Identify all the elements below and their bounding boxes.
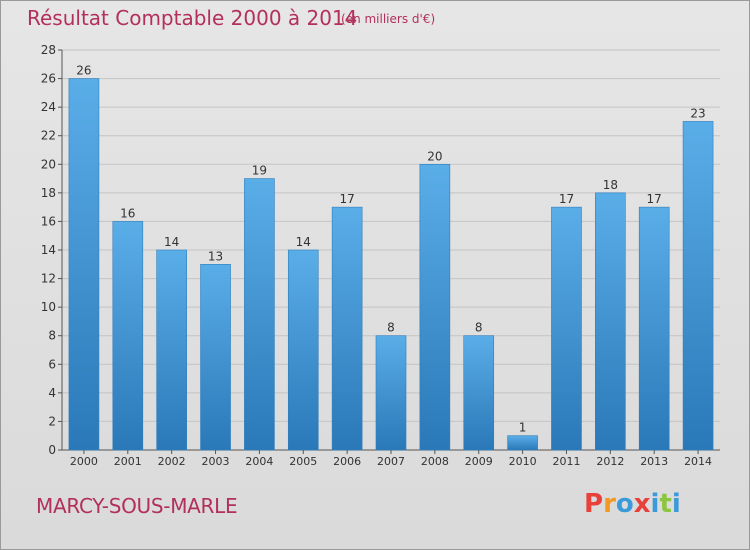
- bar: [200, 263, 231, 451]
- bar: [682, 121, 714, 451]
- bar: [244, 178, 275, 451]
- bar: [156, 249, 187, 451]
- bar: [287, 249, 319, 451]
- y-tick-label: 8: [48, 329, 56, 343]
- y-tick-label: 6: [48, 357, 56, 371]
- data-label: 20: [427, 149, 442, 163]
- proxiti-logo[interactable]: Proxiti: [584, 489, 681, 519]
- x-tick-label: 2000: [70, 455, 98, 468]
- x-tick-label: 2004: [245, 455, 273, 468]
- y-tick-label: 14: [41, 243, 56, 257]
- data-label: 16: [120, 206, 135, 220]
- x-tick-label: 2007: [377, 455, 405, 468]
- y-tick-label: 18: [41, 186, 56, 200]
- bar: [507, 435, 538, 451]
- data-label: 8: [387, 321, 395, 335]
- y-tick-label: 10: [41, 300, 56, 314]
- bar: [375, 335, 407, 451]
- x-tick-label: 2005: [289, 455, 317, 468]
- y-tick-label: 24: [41, 100, 56, 114]
- x-tick-label: 2012: [596, 455, 624, 468]
- y-tick-label: 16: [41, 214, 56, 228]
- x-tick-label: 2001: [114, 455, 142, 468]
- y-tick-label: 22: [41, 129, 56, 143]
- brand-letter: i: [650, 489, 660, 519]
- x-tick-label: 2011: [552, 455, 580, 468]
- data-label: 1: [519, 421, 527, 435]
- brand-letter: x: [633, 489, 651, 519]
- bar: [595, 192, 626, 451]
- data-label: 8: [475, 321, 483, 335]
- data-label: 26: [76, 64, 91, 78]
- x-tick-label: 2002: [158, 455, 186, 468]
- data-label: 14: [296, 235, 311, 249]
- chart-subtitle: (en milliers d'€): [341, 12, 436, 26]
- x-tick-label: 2006: [333, 455, 361, 468]
- commune-name: MARCY-SOUS-MARLE: [36, 494, 238, 518]
- bar: [331, 206, 363, 451]
- x-tick-label: 2008: [421, 455, 449, 468]
- chart-title: Résultat Comptable 2000 à 2014: [27, 6, 358, 30]
- y-tick-label: 20: [41, 157, 56, 171]
- data-label: 23: [690, 106, 705, 120]
- data-label: 17: [339, 192, 354, 206]
- x-tick-label: 2014: [684, 455, 712, 468]
- data-label: 18: [603, 178, 618, 192]
- brand-letter: i: [671, 489, 681, 519]
- bars: [68, 78, 714, 451]
- bar: [112, 221, 144, 451]
- data-labels: 26 16 14 13 19 14 17 8 20 8 1 17 18 17 23: [76, 64, 705, 435]
- x-tick-label: 2010: [509, 455, 537, 468]
- y-tick-label: 0: [48, 443, 56, 457]
- data-label: 17: [647, 192, 662, 206]
- x-tick-label: 2013: [640, 455, 668, 468]
- y-tick-label: 4: [48, 386, 56, 400]
- bar: [463, 335, 495, 451]
- brand-letter: P: [584, 489, 604, 519]
- brand-letter: r: [603, 489, 616, 519]
- brand-letter: t: [659, 489, 672, 519]
- x-tick-label: 2009: [465, 455, 493, 468]
- brand-letter: o: [615, 489, 634, 519]
- y-tick-label: 2: [48, 414, 56, 428]
- data-label: 13: [208, 249, 223, 263]
- data-label: 17: [559, 192, 574, 206]
- y-tick-label: 26: [41, 72, 56, 86]
- bar: [551, 206, 582, 451]
- data-label: 19: [252, 164, 267, 178]
- data-label: 14: [164, 235, 179, 249]
- y-tick-label: 12: [41, 272, 56, 286]
- bar: [638, 206, 670, 451]
- y-tick-label: 28: [41, 43, 56, 57]
- bar: [419, 163, 451, 451]
- x-tick-label: 2003: [202, 455, 230, 468]
- bar: [68, 78, 100, 451]
